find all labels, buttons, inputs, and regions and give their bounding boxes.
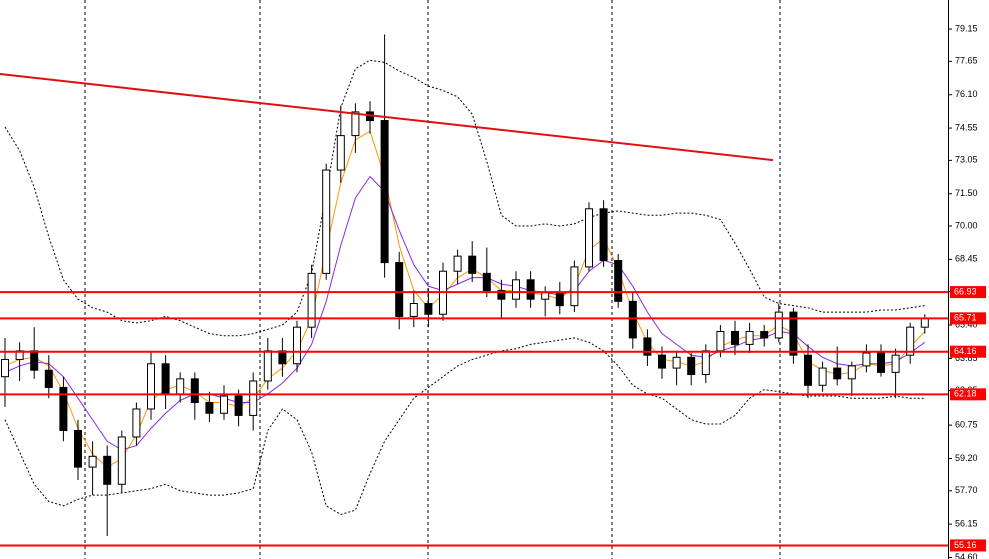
level-tag [950, 345, 986, 358]
overlay-line [4, 175, 926, 451]
date-separators [84, 0, 781, 559]
candle-body [555, 292, 564, 307]
candle-body [74, 429, 82, 468]
overlay-line [4, 337, 925, 515]
candle-body [59, 386, 68, 431]
candle-body [132, 408, 141, 438]
candle-body [628, 300, 637, 339]
y-tick-label: 77.65 [955, 56, 978, 66]
candle-body [278, 350, 287, 365]
level-tag [950, 388, 986, 401]
y-tick-label: 57.70 [955, 485, 978, 495]
candle-body [599, 208, 608, 261]
y-tick-label: 70.00 [955, 220, 978, 230]
y-tick-label: 79.15 [955, 23, 978, 33]
y-tick-label: 74.55 [955, 122, 978, 132]
candle-body [862, 352, 871, 367]
candle-body [789, 311, 798, 356]
candle-body [482, 272, 491, 292]
candle-body [614, 259, 623, 302]
candle-body [44, 369, 53, 388]
candle-body [687, 356, 696, 376]
candle-body [512, 279, 520, 300]
candle-body [30, 350, 39, 371]
level-tag [950, 312, 986, 325]
candle-body [249, 380, 258, 416]
candle-body [468, 255, 477, 274]
candle-body [643, 337, 652, 356]
level-tag [950, 539, 986, 552]
y-tick-label: 65.40 [955, 319, 978, 329]
level-label: 64.16 [954, 346, 977, 356]
candle-body [234, 395, 243, 416]
candle-body [117, 436, 126, 485]
y-tick-label: 54.60 [955, 552, 978, 559]
candle-body [526, 279, 535, 300]
candle-body [336, 135, 345, 171]
candle-body [220, 395, 228, 414]
candle-body [190, 378, 199, 404]
overlay-line [4, 130, 926, 468]
level-label: 62.18 [954, 389, 977, 399]
candle-body [847, 365, 856, 380]
candle-body [424, 303, 433, 315]
candle-body [103, 455, 112, 485]
y-tick-label: 76.10 [955, 89, 978, 99]
candle-body [205, 402, 214, 414]
candle-body [774, 311, 783, 339]
candle-body [570, 266, 579, 307]
y-tick-label: 59.20 [955, 453, 978, 463]
candle-body [307, 272, 316, 328]
candle-body [453, 255, 462, 272]
candle-body [585, 208, 593, 268]
candle-body [745, 330, 754, 345]
candle-body [161, 363, 170, 395]
candle-body [293, 326, 301, 365]
candle-body [88, 455, 97, 468]
candle-body [176, 378, 185, 395]
candle-body [322, 169, 331, 274]
y-tick-label: 73.05 [955, 155, 978, 165]
candle-body [833, 367, 842, 380]
candle-body [263, 350, 272, 382]
y-tick-label: 71.50 [955, 188, 978, 198]
candle-body [818, 367, 827, 386]
overlay-line [4, 59, 925, 337]
candle-body [920, 318, 929, 328]
candle-body [891, 354, 900, 373]
candle-body [409, 303, 418, 317]
candle-body [804, 354, 812, 386]
level-label: 65.71 [954, 313, 977, 323]
level-tag [950, 286, 986, 299]
trendline [0, 73, 774, 162]
candle-body [906, 326, 915, 356]
candle-body [147, 363, 155, 410]
candle-body [497, 290, 506, 300]
candle-body [351, 111, 360, 137]
candle-body [731, 330, 739, 345]
candle-body [541, 292, 550, 300]
candle-body [701, 350, 710, 376]
candle-body [760, 330, 769, 339]
candle-body [380, 120, 389, 264]
level-label: 66.93 [954, 286, 977, 296]
y-tick-label: 56.15 [955, 519, 978, 529]
candle-body [716, 330, 725, 352]
candle-body [672, 356, 681, 369]
candle-body [395, 262, 404, 317]
candle-body [877, 352, 885, 373]
y-tick-label: 60.75 [955, 419, 978, 429]
y-tick-label: 68.45 [955, 254, 978, 264]
candle-body [658, 354, 666, 369]
candle-body [1, 358, 9, 378]
y-tick-label: 63.85 [955, 353, 978, 363]
level-label: 55.16 [954, 540, 977, 550]
